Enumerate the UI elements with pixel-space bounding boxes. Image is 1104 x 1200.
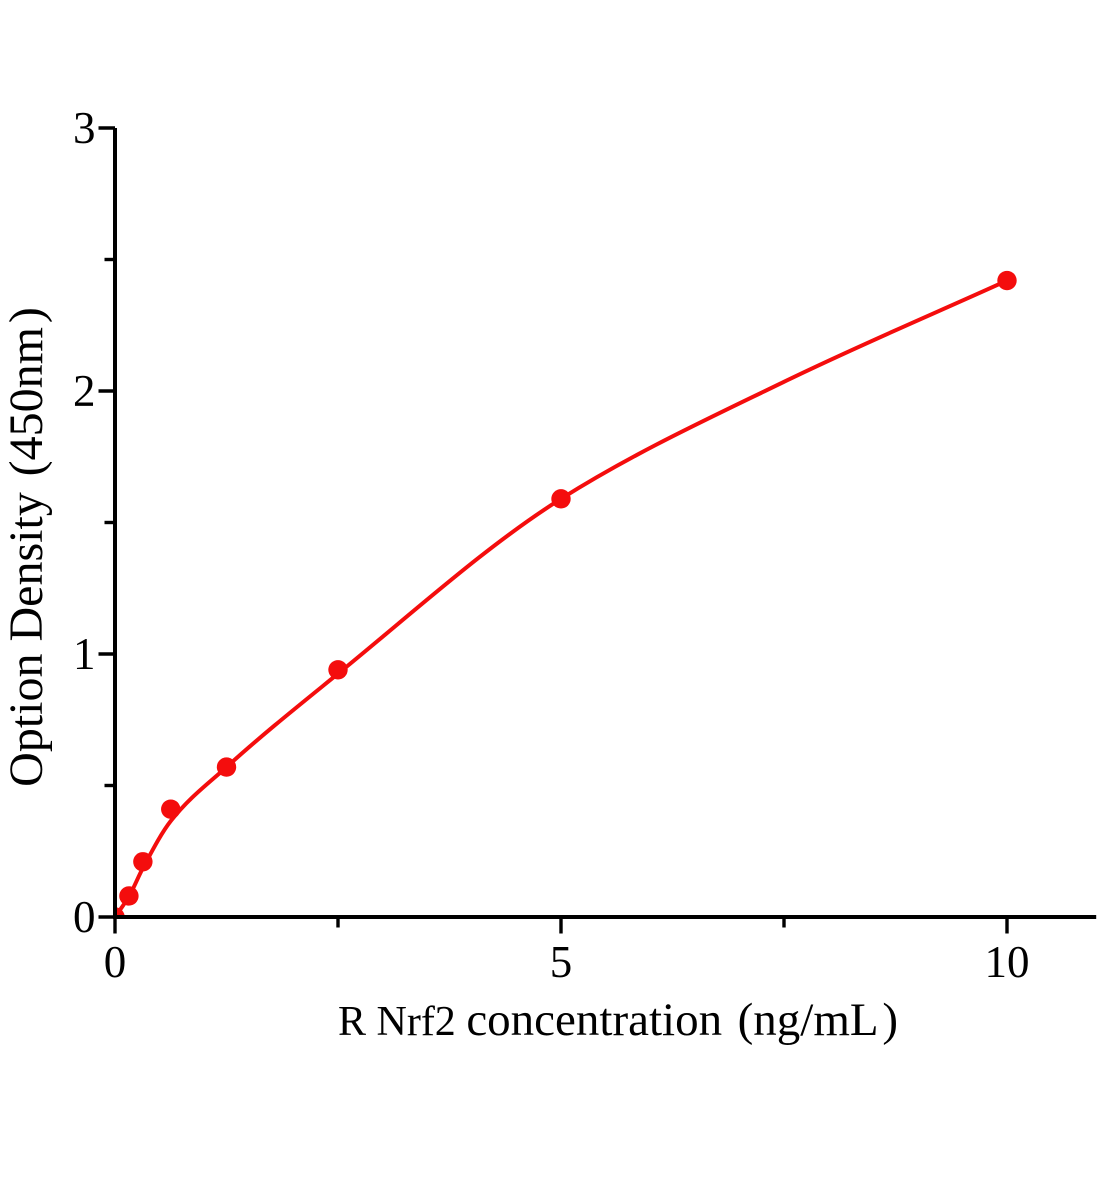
y-tick-label: 1 <box>73 629 96 679</box>
x-tick-label: 5 <box>550 937 573 987</box>
fullwidth-close-paren: ) <box>0 307 53 323</box>
data-point <box>119 886 139 906</box>
fullwidth-close-paren: ) <box>882 994 898 1046</box>
y-tick-label: 0 <box>73 892 96 942</box>
y-tick-label: 3 <box>73 103 96 153</box>
data-point <box>161 799 181 819</box>
data-point <box>133 852 153 872</box>
title-text-segment: Option Density <box>0 492 53 787</box>
fullwidth-open-paren: ( <box>0 460 53 476</box>
data-series-group <box>114 270 1017 915</box>
title-text-segment: concentration <box>466 994 722 1046</box>
axes-group <box>113 128 1097 919</box>
data-point <box>216 757 237 777</box>
title-text-segment: 450nm <box>0 327 53 460</box>
y-axis-title: Option Density (450nm) <box>0 307 53 787</box>
x-tick-label: 10 <box>985 937 1030 987</box>
title-text-segment: ng/mL <box>753 994 878 1046</box>
data-point <box>551 489 571 509</box>
title-text-segment: R Nrf2 <box>338 999 466 1045</box>
fitted-curve <box>114 278 1009 915</box>
tick-labels-group: 0 5 10 0 1 2 3 <box>73 103 1030 987</box>
data-point <box>328 660 348 680</box>
x-tick-label: 0 <box>104 937 127 987</box>
data-point <box>997 270 1017 291</box>
y-tick-label: 2 <box>73 366 96 416</box>
ticks-group <box>98 126 1009 934</box>
x-axis-title: R Nrf2 concentration (ng/mL) <box>338 994 898 1046</box>
fullwidth-open-paren: ( <box>738 994 754 1046</box>
